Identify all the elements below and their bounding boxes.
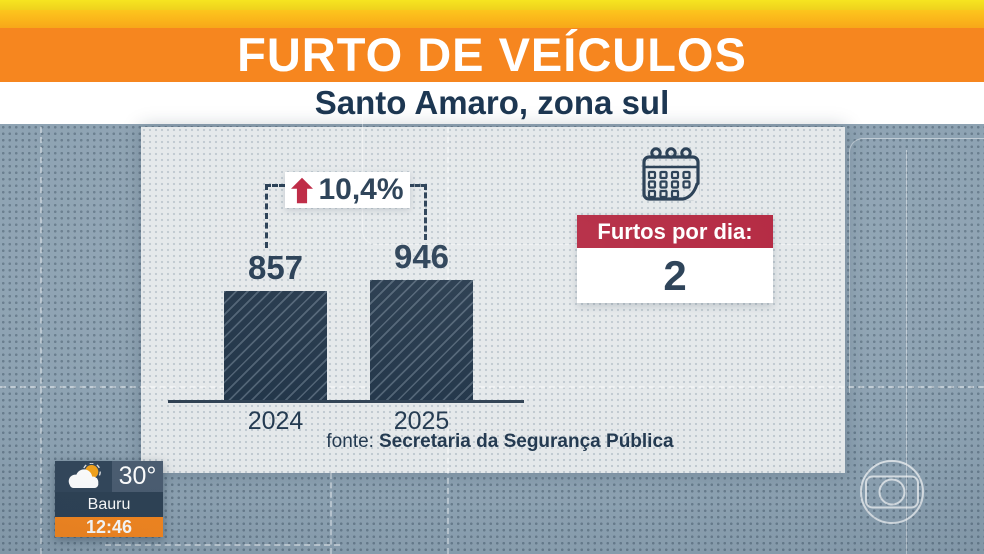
stat-box-header: Furtos por dia: [577, 215, 773, 248]
page-title: FURTO DE VEÍCULOS [237, 28, 747, 81]
bar-2025 [370, 280, 473, 401]
stat-box-value: 2 [577, 248, 773, 303]
bar-value-label-2024: 857 [247, 249, 304, 286]
headline-banner: FURTO DE VEÍCULOS [0, 28, 984, 82]
arrow-up-icon [291, 177, 314, 203]
x-axis-line [168, 400, 524, 403]
page-subtitle: Santo Amaro, zona sul [314, 84, 670, 121]
weather-widget: 30° Bauru 12:46 [55, 461, 163, 537]
bar-category-label-2024: 2024 [247, 407, 304, 435]
cloud-sun-icon [68, 463, 101, 488]
source-prefix: fonte: [326, 431, 374, 452]
source-name: Secretaria da Segurança Pública [378, 431, 674, 452]
bar-category-label-2025: 2025 [393, 407, 450, 435]
subtitle-band: Santo Amaro, zona sul [0, 82, 984, 124]
weather-city: Bauru [55, 492, 163, 517]
calendar-icon [642, 147, 700, 201]
weather-time: 12:46 [55, 517, 163, 537]
callout-bracket-right [408, 184, 427, 240]
stat-box: Furtos por dia: 2 [577, 215, 773, 303]
globo-logo-icon [860, 460, 924, 524]
weather-icon-cell [55, 461, 112, 492]
top-yellow-strip [0, 0, 984, 10]
increase-badge: 10,4% [285, 172, 410, 208]
bar-value-label-2025: 946 [393, 238, 450, 275]
bar-2024 [224, 291, 327, 401]
weather-temperature: 30° [112, 461, 163, 492]
top-gold-strip [0, 10, 984, 28]
callout-bracket-left [265, 184, 285, 248]
source-line: fonte: Secretaria da Segurança Pública [200, 431, 800, 453]
increase-value: 10,4% [318, 173, 404, 206]
